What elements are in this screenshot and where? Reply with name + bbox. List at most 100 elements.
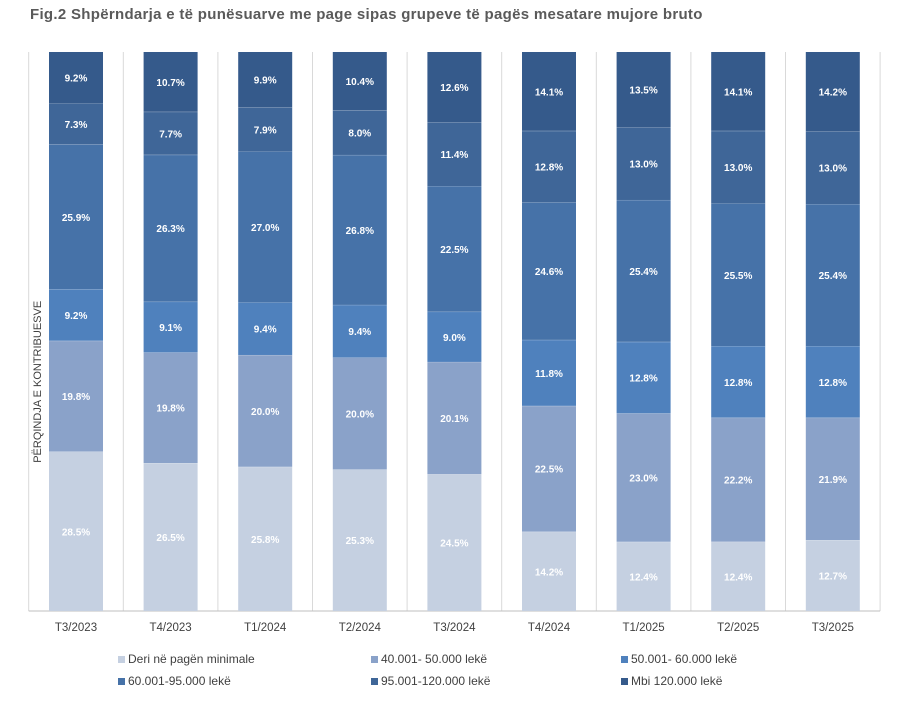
bar-segment: [427, 186, 482, 312]
data-label: 22.5%: [440, 245, 468, 256]
bar-segment: [805, 52, 860, 132]
x-tick-label: T2/2025: [717, 622, 759, 634]
data-label: 13.0%: [724, 163, 752, 174]
bar-segment: [522, 202, 576, 340]
data-label: 13.0%: [819, 164, 847, 175]
data-label: 12.8%: [535, 163, 563, 174]
legend-swatch: [621, 655, 628, 663]
legend-swatch: [118, 677, 125, 685]
data-label: 19.8%: [156, 404, 184, 415]
data-label: 26.8%: [346, 226, 374, 237]
data-label: 26.5%: [156, 533, 184, 544]
bar-segment: [238, 151, 293, 303]
bar-segment: [616, 341, 671, 414]
data-label: 19.8%: [62, 392, 90, 403]
data-label: 25.3%: [346, 536, 374, 547]
x-tick-label: T3/2024: [433, 622, 476, 634]
x-tick-label: T2/2024: [339, 622, 382, 634]
legend-swatch: [371, 655, 378, 663]
data-label: 14.1%: [724, 87, 752, 98]
bar-segment: [805, 417, 860, 541]
data-label: 12.8%: [724, 378, 752, 389]
bar-segment: [332, 52, 387, 111]
data-label: 24.5%: [440, 539, 468, 550]
bar-segment: [711, 346, 766, 418]
bar-segment: [616, 127, 671, 200]
bar-segment: [805, 204, 860, 347]
x-tick-label: T3/2023: [55, 622, 97, 634]
data-label: 25.5%: [724, 271, 752, 282]
x-tick-label: T3/2025: [812, 622, 854, 634]
legend-item: 95.001-120.000 lekë: [371, 674, 490, 688]
bar-segment: [522, 130, 576, 203]
data-label: 25.4%: [819, 271, 847, 282]
x-tick-label: T1/2024: [244, 622, 287, 634]
bar-segment: [522, 339, 576, 406]
data-label: 7.3%: [65, 120, 88, 131]
bar-segment: [805, 540, 860, 611]
data-label: 21.9%: [819, 475, 847, 486]
bar-segment: [616, 52, 671, 128]
data-label: 7.9%: [254, 125, 277, 136]
bar-segment: [238, 302, 293, 355]
data-label: 9.2%: [65, 311, 88, 322]
bar-segment: [711, 541, 766, 611]
data-label: 12.8%: [819, 378, 847, 389]
data-label: 26.3%: [156, 224, 184, 235]
bar-segment: [238, 466, 293, 611]
data-label: 9.4%: [348, 327, 371, 338]
legend-swatch: [621, 677, 628, 685]
bar-segment: [427, 311, 482, 362]
data-label: 9.0%: [443, 333, 466, 344]
bar-segment: [427, 474, 482, 611]
data-label: 12.6%: [440, 83, 468, 94]
data-label: 14.1%: [535, 87, 563, 98]
legend-label: 40.001- 50.000 lekë: [381, 652, 488, 666]
data-label: 24.6%: [535, 267, 563, 278]
data-label: 13.0%: [629, 160, 657, 171]
x-tick-label: T4/2024: [528, 622, 571, 634]
legend-label: 50.001- 60.000 lekë: [631, 652, 738, 666]
bar-segment: [332, 304, 387, 358]
bar-segment: [143, 154, 198, 302]
legend-item: Deri në pagën minimale: [118, 652, 255, 666]
bar-segment: [427, 52, 482, 123]
bar-segment: [522, 405, 576, 532]
bar-segment: [332, 154, 387, 305]
data-label: 9.9%: [254, 76, 277, 87]
legend-item: 50.001- 60.000 lekë: [621, 652, 737, 666]
bar-segment: [49, 451, 103, 611]
data-label: 12.4%: [629, 572, 657, 583]
data-label: 22.2%: [724, 476, 752, 487]
legend-item: 60.001-95.000 lekë: [118, 674, 231, 688]
bar-segment: [238, 52, 293, 108]
data-label: 9.4%: [254, 325, 277, 336]
bar-segment: [616, 199, 671, 342]
bar-segment: [143, 52, 198, 112]
data-label: 10.4%: [346, 77, 374, 88]
data-label: 20.0%: [346, 409, 374, 420]
data-label: 28.5%: [62, 527, 90, 538]
bar-segment: [711, 203, 766, 347]
data-label: 14.2%: [535, 567, 563, 578]
chart-title: Fig.2 Shpërndarja e të punësuarve me pag…: [30, 6, 703, 23]
data-label: 7.7%: [159, 129, 182, 140]
bar-segment: [522, 531, 576, 611]
bar-segment: [332, 110, 387, 155]
legend-item: 40.001- 50.000 lekë: [371, 652, 487, 666]
data-label: 12.4%: [724, 572, 752, 583]
bar-segment: [711, 417, 766, 542]
bar-segment: [427, 122, 482, 187]
data-label: 27.0%: [251, 223, 279, 234]
bar-segment: [143, 111, 198, 155]
bar-segment: [143, 463, 198, 611]
data-label: 25.4%: [629, 267, 657, 278]
bar-segment: [143, 352, 198, 464]
legend-item: Mbi 120.000 lekë: [621, 674, 722, 688]
bar-segment: [332, 357, 387, 470]
data-label: 12.8%: [629, 374, 657, 385]
x-tick-label: T1/2025: [622, 622, 664, 634]
x-tick-label: T4/2023: [149, 622, 191, 634]
data-label: 9.1%: [159, 323, 182, 334]
